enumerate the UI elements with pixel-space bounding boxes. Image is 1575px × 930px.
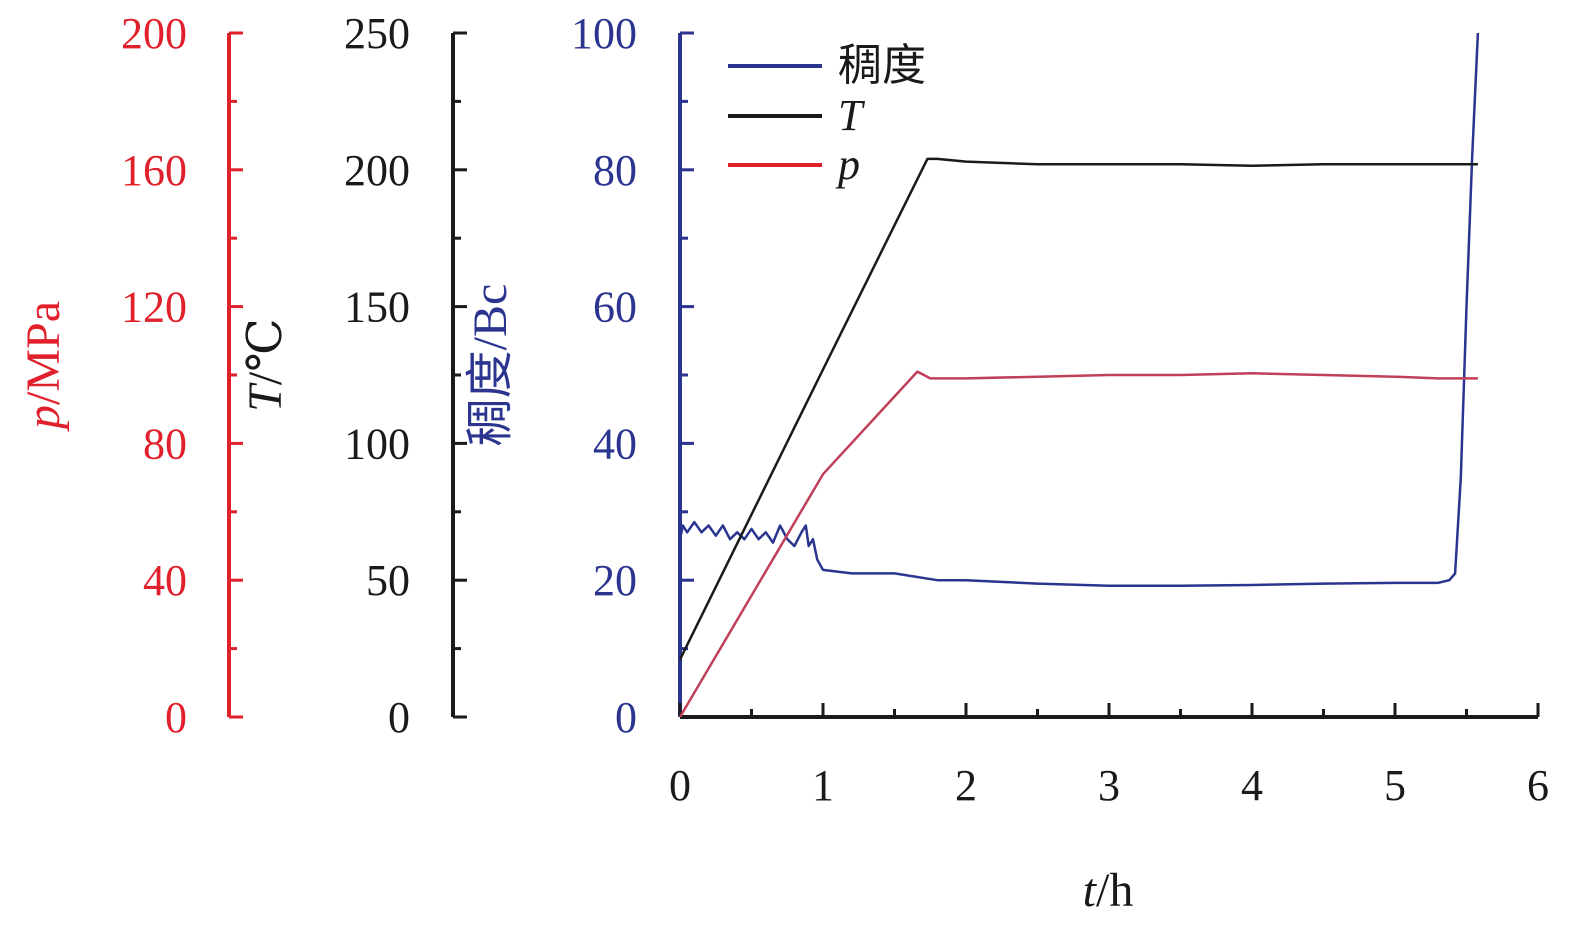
y-tick-label-temperature: 0 [388,693,410,742]
y-tick-label-pressure: 40 [143,556,187,605]
series-line-pressure [678,370,1478,718]
y-axis-title-temperature: T/℃ [239,318,292,412]
series-line-consistency [678,32,1480,587]
y-tick-label-temperature: 100 [344,419,410,468]
legend-label: 稠度 [838,41,926,90]
y-axis-title-prefix: 稠度 [464,350,517,446]
y-tick-label-pressure: 200 [121,9,187,58]
y-tick-label-temperature: 150 [344,283,410,332]
x-axis: 0 1 2 3 4 5 6 [669,703,1549,810]
legend-entry: T [728,91,866,140]
x-axis-title-unit: /h [1096,864,1133,917]
legend-label: p [835,140,860,189]
axis-titles: p/MPa T/℃ 稠度/Bc t/h [17,284,1133,917]
y-axis-title-consistency: 稠度/Bc [464,284,517,447]
x-tick-label: 6 [1527,761,1549,810]
x-tick-label: 2 [955,761,977,810]
legend-entry: 稠度 [728,41,926,90]
x-tick-label: 4 [1241,761,1263,810]
x-tick-label: 1 [812,761,834,810]
y-axis-consistency: 0 20 40 60 80 100 [571,9,694,742]
y-tick-label-consistency: 100 [571,9,637,58]
y-tick-label-consistency: 20 [593,556,637,605]
x-tick-label: 0 [669,761,691,810]
series-layer [678,32,1480,718]
y-axis-temperature: 0 50 100 150 200 250 [344,9,467,742]
x-tick-label: 3 [1098,761,1120,810]
y-tick-label-pressure: 120 [121,283,187,332]
y-tick-label-temperature: 250 [344,9,410,58]
x-axis-title: t/h [1083,864,1134,917]
y-tick-label-consistency: 0 [615,693,637,742]
y-axis-title-unit: /℃ [239,318,292,385]
x-tick-label: 5 [1384,761,1406,810]
y-axis-title-unit: /Bc [464,284,517,351]
y-tick-label-pressure: 160 [121,146,187,195]
y-axis-title-var: p [17,405,70,432]
y-tick-label-pressure: 0 [165,693,187,742]
y-tick-label-temperature: 200 [344,146,410,195]
y-tick-label-consistency: 40 [593,419,637,468]
y-tick-label-pressure: 80 [143,419,187,468]
y-tick-label-consistency: 80 [593,146,637,195]
y-axis-title-var: T [239,382,292,412]
y-tick-label-consistency: 60 [593,283,637,332]
legend-entry: p [728,140,860,189]
series-line-temperature [678,157,1478,661]
x-axis-title-var: t [1083,864,1098,917]
legend-label: T [838,91,866,140]
y-axis-title-pressure: p/MPa [17,301,70,432]
y-axis-title-unit: /MPa [17,301,70,405]
y-tick-label-temperature: 50 [366,556,410,605]
y-axis-pressure: 0 40 80 120 160 200 [121,9,243,742]
axes-layer: 0408012016020005010015020025002040608010… [121,9,1549,810]
